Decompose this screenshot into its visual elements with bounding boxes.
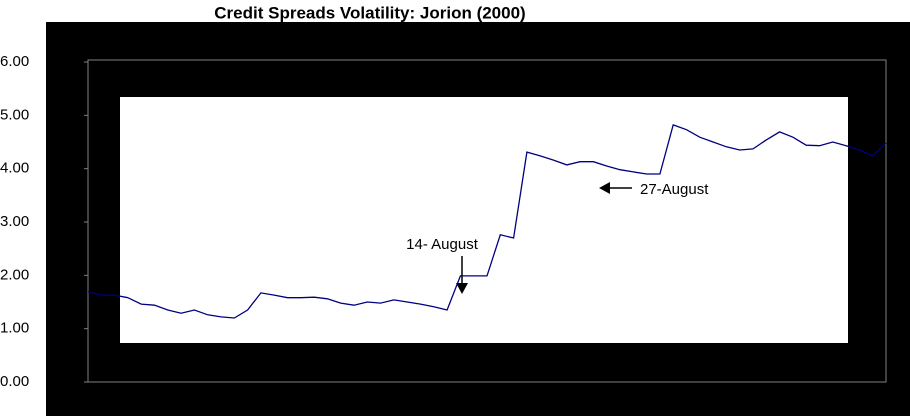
data-line	[87, 124, 887, 319]
annotation: 27-August	[640, 181, 709, 198]
y-tick-label: 6.00	[0, 53, 29, 70]
y-tick-label: 5.00	[0, 106, 29, 123]
annotation: 14- August	[406, 236, 479, 253]
y-tick-label: 4.00	[0, 160, 29, 177]
y-tick-label: 0.00	[0, 373, 29, 390]
y-tick-label: 2.00	[0, 266, 29, 283]
y-tick-label: 3.00	[0, 213, 29, 230]
y-tick-label: 1.00	[0, 320, 29, 337]
arrow-head	[456, 283, 468, 294]
plot-area	[120, 97, 848, 343]
arrow-head	[599, 182, 610, 194]
chart-title: Credit Spreads Volatility: Jorion (2000)	[214, 3, 525, 22]
